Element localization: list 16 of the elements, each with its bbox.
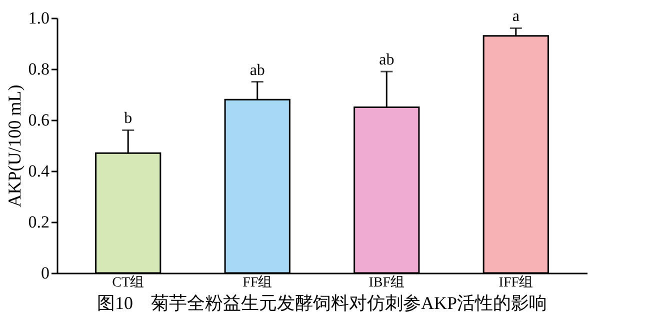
y-tick-label: 1.0: [28, 8, 50, 28]
annotation: b: [124, 110, 132, 128]
x-tick-label: CT组: [112, 274, 144, 290]
x-tick-label: FF组: [242, 274, 272, 290]
y-axis-title: AKP(U/100 mL): [4, 84, 24, 208]
y-tick-label: 0.2: [28, 212, 50, 232]
y-tick-label: 0: [41, 264, 50, 282]
x-tick-label: IBF组: [368, 274, 405, 290]
annotation: a: [512, 8, 520, 26]
annotation: ab: [379, 52, 394, 69]
x-tick-label: IFF组: [498, 274, 534, 290]
text: 图10 菊芋全粉益生元发酵饲料对仿刺参AKP活性的影响: [96, 293, 548, 313]
y-tick-label: 0.4: [28, 162, 50, 180]
annotation: ab: [250, 62, 265, 79]
y-tick-label: 0.8: [28, 60, 50, 78]
y-tick-label: 0.6: [28, 110, 50, 130]
